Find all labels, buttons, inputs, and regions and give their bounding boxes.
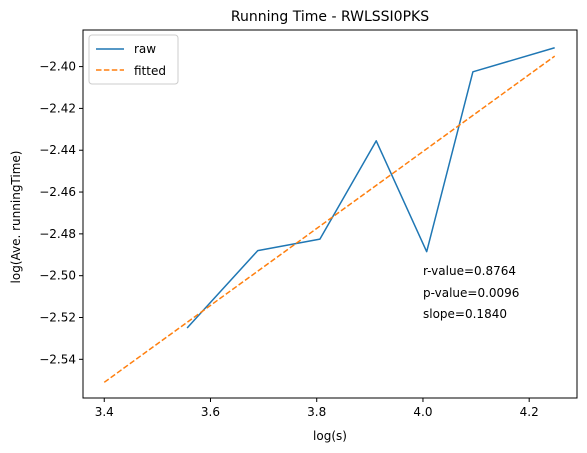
- x-tick-label: 4.0: [413, 405, 432, 419]
- stats-annotation: r-value=0.8764 p-value=0.0096 slope=0.18…: [423, 264, 519, 321]
- y-tick-label: −2.42: [39, 101, 76, 115]
- y-tick-label: −2.44: [39, 143, 76, 157]
- legend: raw fitted: [88, 34, 179, 85]
- y-tick-label: −2.50: [39, 269, 76, 283]
- annotation-r-value: r-value=0.8764: [423, 264, 516, 278]
- plot-frame: [82, 29, 578, 399]
- legend-box: [88, 34, 179, 85]
- legend-label-raw: raw: [134, 42, 156, 56]
- y-tick-label: −2.46: [39, 185, 76, 199]
- legend-label-fitted: fitted: [134, 64, 166, 78]
- y-axis-label: log(Ave. runningTime): [9, 151, 23, 284]
- chart-title: Running Time - RWLSSI0PKS: [231, 9, 429, 25]
- series-line-fitted: [103, 55, 556, 383]
- x-axis-label: log(s): [313, 429, 347, 443]
- x-axis: 3.4 3.6 3.8 4.0 4.2: [95, 398, 539, 419]
- annotation-p-value: p-value=0.0096: [423, 286, 519, 300]
- x-tick-label: 4.2: [520, 405, 539, 419]
- plot-area: [103, 47, 556, 383]
- y-axis: −2.54 −2.52 −2.50 −2.48 −2.46 −2.44 −2.42 −2.40: [39, 60, 83, 366]
- y-tick-label: −2.40: [39, 60, 76, 74]
- x-tick-label: 3.8: [307, 405, 326, 419]
- y-tick-label: −2.52: [39, 311, 76, 325]
- series-line-raw: [186, 47, 555, 329]
- x-tick-label: 3.4: [95, 405, 114, 419]
- y-tick-label: −2.54: [39, 352, 76, 366]
- y-tick-label: −2.48: [39, 227, 76, 241]
- annotation-slope: slope=0.1840: [423, 307, 507, 321]
- x-tick-label: 3.6: [201, 405, 220, 419]
